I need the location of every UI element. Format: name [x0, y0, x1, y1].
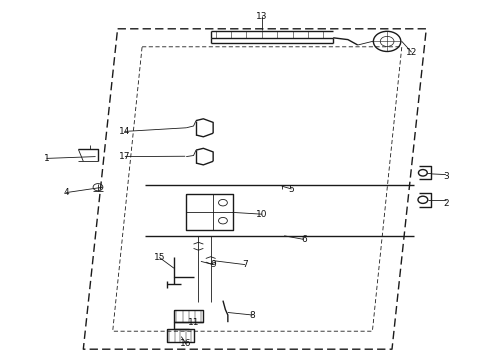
Text: 14: 14: [119, 127, 131, 136]
Text: 8: 8: [249, 310, 255, 320]
Text: 17: 17: [119, 152, 131, 161]
Text: 10: 10: [256, 210, 268, 219]
Text: 2: 2: [443, 199, 449, 208]
Text: 15: 15: [153, 253, 165, 262]
Text: 1: 1: [44, 154, 49, 163]
Text: 11: 11: [188, 318, 199, 327]
Text: 4: 4: [63, 188, 69, 197]
Text: 7: 7: [242, 260, 248, 269]
Text: 5: 5: [289, 184, 294, 194]
Text: 9: 9: [210, 260, 216, 269]
Text: 12: 12: [406, 48, 417, 57]
Text: 3: 3: [443, 172, 449, 181]
Text: 16: 16: [180, 339, 192, 348]
Text: 13: 13: [256, 12, 268, 21]
Text: 6: 6: [301, 235, 307, 244]
